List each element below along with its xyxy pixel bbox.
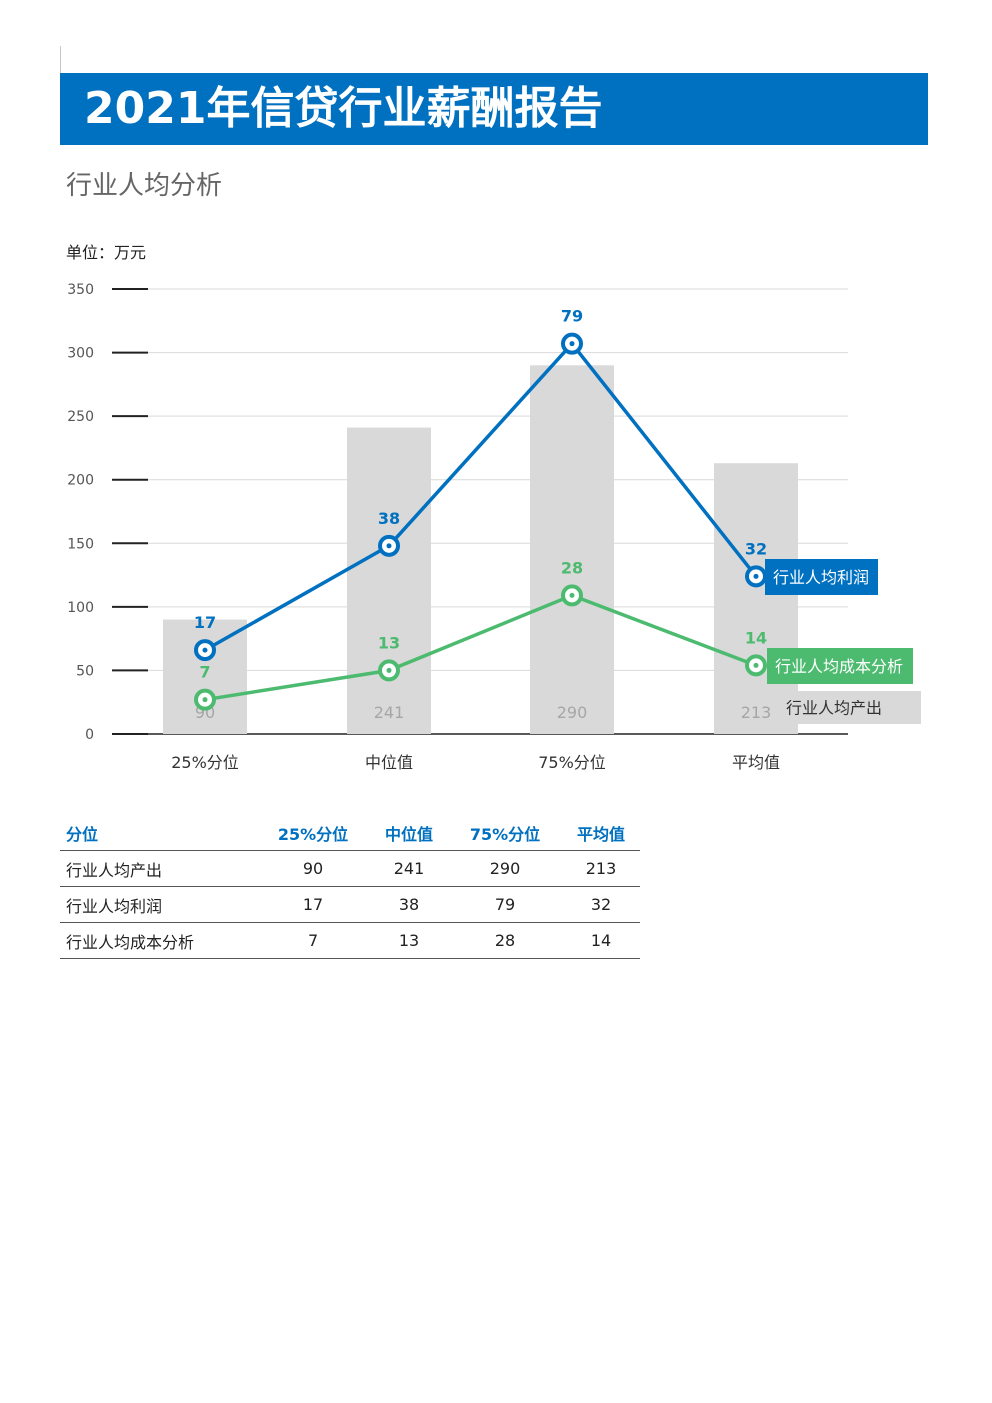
data-label: 32 xyxy=(745,539,767,558)
table-cell: 行业人均产出 xyxy=(60,850,256,887)
series-line xyxy=(204,593,757,702)
data-label: 28 xyxy=(561,558,583,577)
table-header-cell: 平均值 xyxy=(562,815,640,851)
bar-value-label: 213 xyxy=(741,703,772,722)
series-legend-tag xyxy=(767,648,913,684)
y-tick-label: 350 xyxy=(67,282,94,298)
y-tick-label: 50 xyxy=(76,663,94,679)
title-banner: 2021年信贷行业薪酬报告 xyxy=(60,73,928,145)
table-cell: 32 xyxy=(562,886,640,923)
table-cell: 79 xyxy=(447,886,563,923)
y-tick-label: 250 xyxy=(67,409,94,425)
series-point-dot xyxy=(569,341,575,347)
y-tick-label: 150 xyxy=(67,536,94,552)
y-tick-label: 200 xyxy=(67,473,94,489)
series-point-dot xyxy=(569,592,575,598)
data-label: 13 xyxy=(378,633,400,652)
series-point-dot xyxy=(202,647,208,653)
series-point-dot xyxy=(202,697,208,703)
data-label: 17 xyxy=(194,613,216,632)
x-tick-label: 25%分位 xyxy=(171,753,239,772)
table-cell: 7 xyxy=(256,922,371,959)
table-cell: 行业人均利润 xyxy=(60,886,256,923)
y-tick-label: 100 xyxy=(67,600,94,616)
table-header-row: 分位 25%分位 中位值 75%分位 平均值 xyxy=(60,815,640,851)
data-label: 7 xyxy=(199,663,210,682)
series-point-dot xyxy=(386,543,392,549)
series-legend-label: 行业人均成本分析 xyxy=(775,657,903,676)
table-cell: 28 xyxy=(447,922,563,959)
table-cell: 90 xyxy=(256,850,371,887)
bar-value-label: 290 xyxy=(557,703,588,722)
table-row: 行业人均利润 17 38 79 32 xyxy=(60,886,640,923)
series-point-dot xyxy=(753,662,759,668)
bar xyxy=(714,463,798,734)
x-tick-label: 中位值 xyxy=(365,753,413,772)
table-cell: 38 xyxy=(370,886,448,923)
table-cell: 14 xyxy=(562,922,640,959)
report-title: 2021年信贷行业薪酬报告 xyxy=(84,83,603,134)
table-row: 行业人均成本分析 7 13 28 14 xyxy=(60,922,640,959)
table-header-cell: 75%分位 xyxy=(447,815,563,851)
series-line xyxy=(204,340,758,652)
bar xyxy=(347,427,431,734)
x-tick-label: 平均值 xyxy=(732,753,780,772)
page-edge-rule xyxy=(60,46,61,76)
series-point-dot xyxy=(386,667,392,673)
table-header-cell: 分位 xyxy=(60,815,256,851)
data-table: 分位 25%分位 中位值 75%分位 平均值 行业人均产出 90 241 290… xyxy=(60,815,640,959)
chart-unit-label: 单位：万元 xyxy=(66,243,147,262)
series-point-dot xyxy=(753,573,759,579)
table-header-cell: 25%分位 xyxy=(256,815,371,851)
series-legend-label: 行业人均产出 xyxy=(786,699,882,718)
table-cell: 行业人均成本分析 xyxy=(60,922,256,959)
y-tick-label: 0 xyxy=(85,727,94,743)
x-tick-label: 75%分位 xyxy=(538,753,606,772)
table-cell: 290 xyxy=(447,850,563,887)
table-cell: 213 xyxy=(562,850,640,887)
series-legend-tag xyxy=(778,691,921,724)
bar-value-label: 241 xyxy=(374,703,405,722)
data-label: 79 xyxy=(561,307,583,326)
table-cell: 241 xyxy=(370,850,448,887)
series-legend-tag xyxy=(765,559,878,595)
series-legend-label: 行业人均利润 xyxy=(773,568,869,587)
table-cell: 13 xyxy=(370,922,448,959)
section-subtitle: 行业人均分析 xyxy=(66,171,223,201)
bar xyxy=(530,365,614,734)
table-row: 行业人均产出 90 241 290 213 xyxy=(60,850,640,887)
table-header-cell: 中位值 xyxy=(370,815,448,851)
y-tick-label: 300 xyxy=(67,346,94,362)
data-label: 14 xyxy=(745,628,767,647)
data-label: 38 xyxy=(378,509,400,528)
bar xyxy=(163,619,247,734)
table-cell: 17 xyxy=(256,886,371,923)
